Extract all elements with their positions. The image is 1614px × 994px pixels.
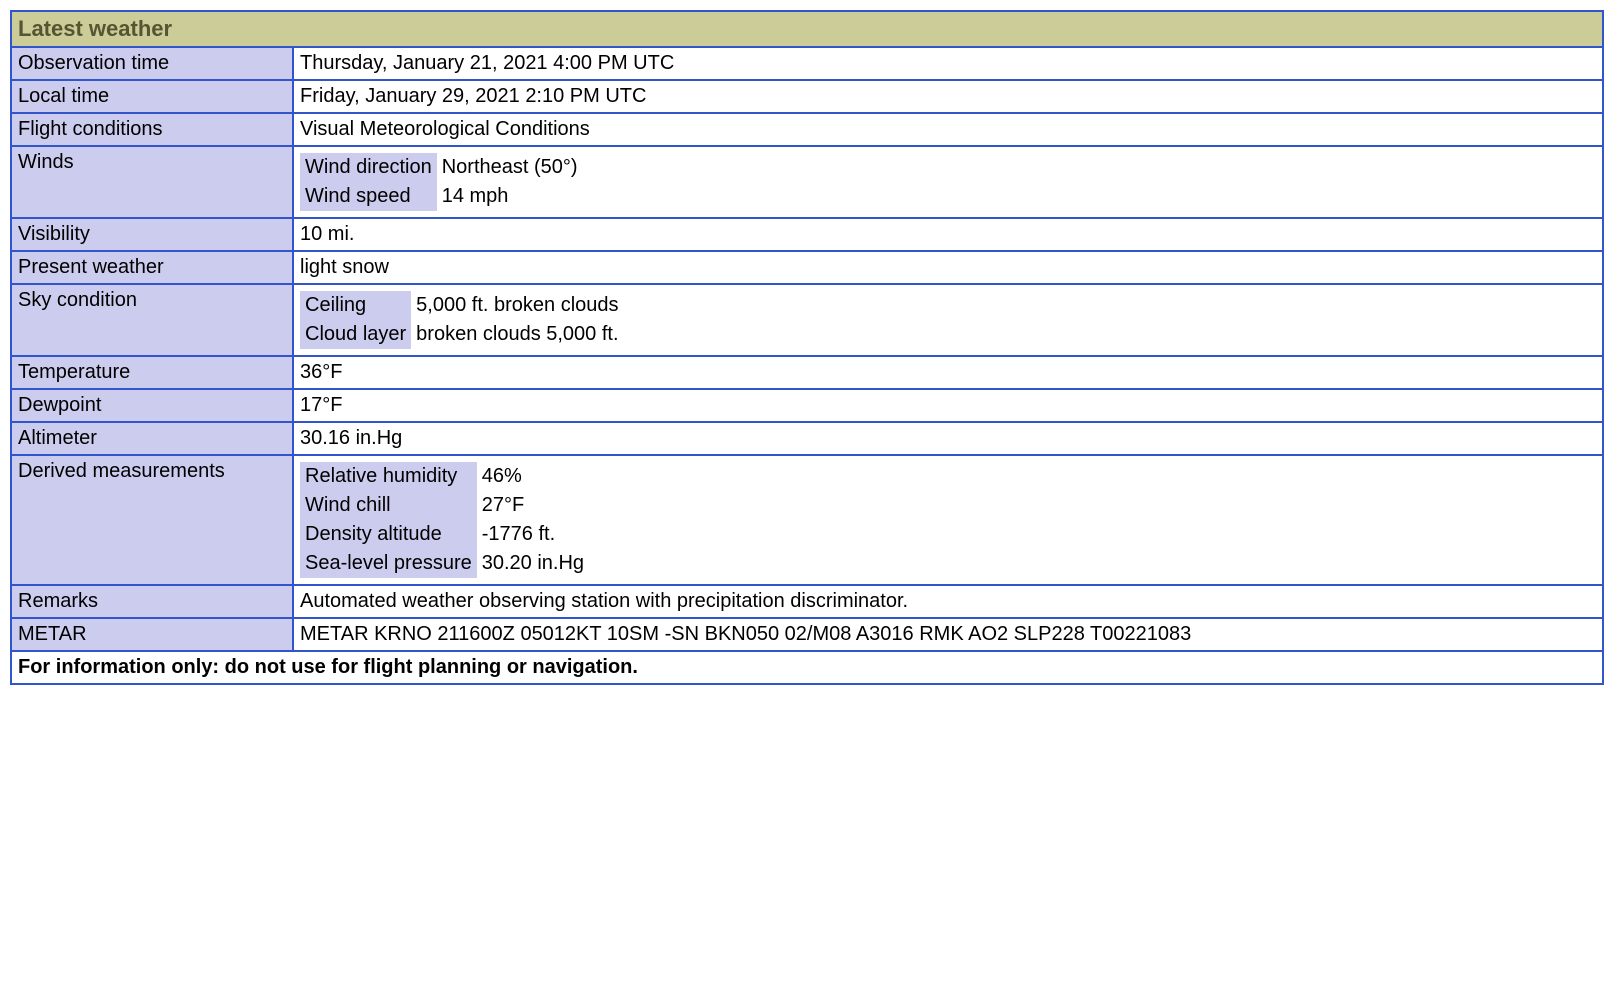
value-present-weather: light snow bbox=[293, 251, 1603, 284]
label-metar: METAR bbox=[11, 618, 293, 651]
value-cloud-layer: broken clouds 5,000 ft. bbox=[411, 320, 623, 349]
weather-table: Latest weather Observation time Thursday… bbox=[10, 10, 1604, 685]
row-winds: Winds Wind direction Northeast (50°) Win… bbox=[11, 146, 1603, 218]
label-rh: Relative humidity bbox=[300, 462, 477, 491]
row-visibility: Visibility 10 mi. bbox=[11, 218, 1603, 251]
value-metar: METAR KRNO 211600Z 05012KT 10SM -SN BKN0… bbox=[293, 618, 1603, 651]
row-flight-conditions: Flight conditions Visual Meteorological … bbox=[11, 113, 1603, 146]
label-wind-speed: Wind speed bbox=[300, 182, 437, 211]
value-slp: 30.20 in.Hg bbox=[477, 549, 589, 578]
row-observation-time: Observation time Thursday, January 21, 2… bbox=[11, 47, 1603, 80]
value-ceiling: 5,000 ft. broken clouds bbox=[411, 291, 623, 320]
row-sky-condition: Sky condition Ceiling 5,000 ft. broken c… bbox=[11, 284, 1603, 356]
row-metar: METAR METAR KRNO 211600Z 05012KT 10SM -S… bbox=[11, 618, 1603, 651]
row-dewpoint: Dewpoint 17°F bbox=[11, 389, 1603, 422]
label-sky-condition: Sky condition bbox=[11, 284, 293, 356]
label-cloud-layer: Cloud layer bbox=[300, 320, 411, 349]
label-altimeter: Altimeter bbox=[11, 422, 293, 455]
label-flight-conditions: Flight conditions bbox=[11, 113, 293, 146]
label-observation-time: Observation time bbox=[11, 47, 293, 80]
row-footer: For information only: do not use for fli… bbox=[11, 651, 1603, 684]
label-remarks: Remarks bbox=[11, 585, 293, 618]
sky-inner-table: Ceiling 5,000 ft. broken clouds Cloud la… bbox=[300, 291, 624, 349]
value-derived: Relative humidity 46% Wind chill 27°F De… bbox=[293, 455, 1603, 585]
label-wind-chill: Wind chill bbox=[300, 491, 477, 520]
label-ceiling: Ceiling bbox=[300, 291, 411, 320]
table-header: Latest weather bbox=[11, 11, 1603, 47]
value-flight-conditions: Visual Meteorological Conditions bbox=[293, 113, 1603, 146]
value-observation-time: Thursday, January 21, 2021 4:00 PM UTC bbox=[293, 47, 1603, 80]
row-local-time: Local time Friday, January 29, 2021 2:10… bbox=[11, 80, 1603, 113]
label-winds: Winds bbox=[11, 146, 293, 218]
row-remarks: Remarks Automated weather observing stat… bbox=[11, 585, 1603, 618]
label-temperature: Temperature bbox=[11, 356, 293, 389]
value-wind-direction: Northeast (50°) bbox=[437, 153, 583, 182]
footer-disclaimer: For information only: do not use for fli… bbox=[11, 651, 1603, 684]
value-dewpoint: 17°F bbox=[293, 389, 1603, 422]
value-temperature: 36°F bbox=[293, 356, 1603, 389]
value-rh: 46% bbox=[477, 462, 589, 491]
label-slp: Sea-level pressure bbox=[300, 549, 477, 578]
value-altimeter: 30.16 in.Hg bbox=[293, 422, 1603, 455]
label-visibility: Visibility bbox=[11, 218, 293, 251]
label-local-time: Local time bbox=[11, 80, 293, 113]
derived-inner-table: Relative humidity 46% Wind chill 27°F De… bbox=[300, 462, 589, 578]
row-altimeter: Altimeter 30.16 in.Hg bbox=[11, 422, 1603, 455]
label-present-weather: Present weather bbox=[11, 251, 293, 284]
value-density-altitude: -1776 ft. bbox=[477, 520, 589, 549]
row-derived: Derived measurements Relative humidity 4… bbox=[11, 455, 1603, 585]
label-density-altitude: Density altitude bbox=[300, 520, 477, 549]
value-visibility: 10 mi. bbox=[293, 218, 1603, 251]
value-winds: Wind direction Northeast (50°) Wind spee… bbox=[293, 146, 1603, 218]
label-dewpoint: Dewpoint bbox=[11, 389, 293, 422]
value-wind-speed: 14 mph bbox=[437, 182, 583, 211]
row-temperature: Temperature 36°F bbox=[11, 356, 1603, 389]
value-wind-chill: 27°F bbox=[477, 491, 589, 520]
value-sky-condition: Ceiling 5,000 ft. broken clouds Cloud la… bbox=[293, 284, 1603, 356]
label-wind-direction: Wind direction bbox=[300, 153, 437, 182]
value-local-time: Friday, January 29, 2021 2:10 PM UTC bbox=[293, 80, 1603, 113]
value-remarks: Automated weather observing station with… bbox=[293, 585, 1603, 618]
row-present-weather: Present weather light snow bbox=[11, 251, 1603, 284]
winds-inner-table: Wind direction Northeast (50°) Wind spee… bbox=[300, 153, 583, 211]
label-derived: Derived measurements bbox=[11, 455, 293, 585]
